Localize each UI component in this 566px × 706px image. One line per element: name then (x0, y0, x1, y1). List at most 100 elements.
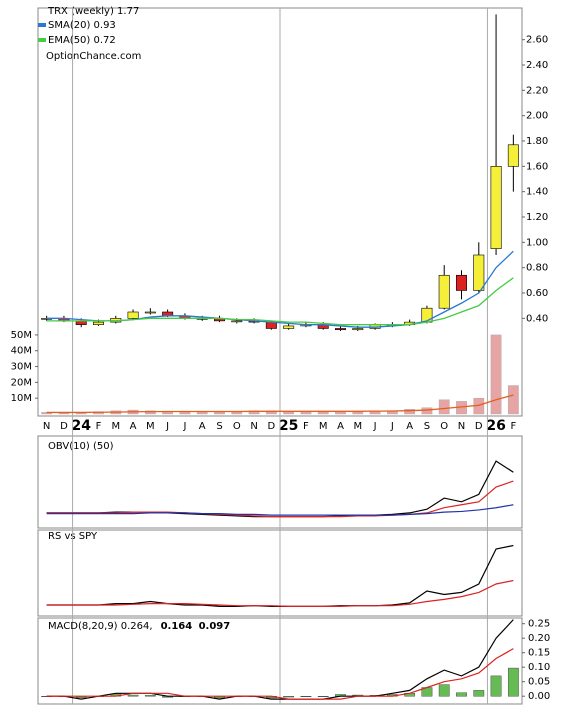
x-tick-label: N (43, 421, 50, 432)
x-tick-label: J (373, 421, 377, 432)
x-tick-label: S (216, 421, 222, 432)
volume-bar (317, 411, 329, 415)
x-tick-label: S (424, 421, 430, 432)
volume-bar (404, 409, 416, 415)
y-tick-label: 10M (11, 393, 32, 404)
y-tick-label: 1.60 (526, 161, 548, 172)
candle-body (265, 321, 277, 329)
volume-bar (300, 411, 312, 415)
y-tick-label: 2.00 (526, 111, 548, 122)
macd-histogram (283, 696, 295, 698)
x-tick-label: M (319, 421, 328, 432)
volume-bar (352, 411, 364, 415)
indicator-line (46, 480, 514, 518)
y-tick-label: 1.80 (526, 136, 548, 147)
x-tick-label: M (111, 421, 120, 432)
candle-body (127, 311, 139, 319)
macd-title: MACD(8,20,9) 0.264, (48, 621, 153, 632)
volume-bar (490, 334, 502, 415)
volume-bar (144, 410, 156, 415)
obv-title: OBV(10) (50) (48, 441, 114, 452)
macd-histogram (127, 694, 139, 697)
volume-bar (283, 411, 295, 415)
macd-histogram (144, 695, 156, 697)
source-label: OptionChance.com (46, 51, 141, 62)
macd-histogram (317, 696, 329, 697)
indicator-line (46, 277, 514, 326)
x-tick-label: A (199, 421, 206, 432)
volume-bar (438, 399, 450, 415)
y-tick-label: 0.20 (528, 633, 550, 644)
y-tick-label: 30M (11, 362, 32, 373)
candle-body (231, 320, 243, 323)
legend-swatch (38, 23, 46, 27)
x-tick-label: D (268, 421, 276, 432)
macd-line (46, 619, 514, 700)
y-tick-label: 0.25 (528, 619, 550, 630)
y-tick-label: 50M (11, 330, 32, 341)
macd-histogram (473, 690, 485, 697)
x-tick-label: N (250, 421, 257, 432)
x-tick-label: J (165, 421, 169, 432)
candle-body (490, 166, 502, 249)
x-tick-label: F (510, 421, 516, 432)
x-tick-label: F (96, 421, 102, 432)
x-tick-label: 26 (486, 418, 505, 434)
y-tick-label: 0.00 (528, 691, 550, 702)
x-tick-label: M (353, 421, 362, 432)
x-tick-label: A (130, 421, 137, 432)
y-tick-label: 2.60 (526, 35, 548, 46)
y-tick-label: 0.05 (528, 677, 550, 688)
x-tick-label: A (406, 421, 413, 432)
y-tick-label: 20M (11, 377, 32, 388)
legend-label: SMA(20) 0.93 (48, 20, 116, 31)
y-tick-label: 1.40 (526, 187, 548, 198)
y-tick-label: 40M (11, 346, 32, 357)
candle-body (352, 328, 364, 331)
x-tick-label: D (475, 421, 483, 432)
legend-label: EMA(50) 0.72 (48, 35, 116, 46)
macd-histogram (300, 696, 312, 697)
candle-body (283, 325, 295, 329)
candle-body (421, 307, 433, 323)
volume-bar (335, 411, 346, 415)
candle-body (456, 274, 467, 291)
hist-label: 0.097 (199, 621, 231, 632)
macd-histogram (438, 684, 450, 697)
y-tick-label: 0.10 (528, 662, 550, 673)
indicator-line (46, 579, 514, 607)
signal-line (46, 648, 514, 700)
x-tick-label: 24 (71, 418, 91, 434)
y-tick-label: 0.80 (526, 263, 548, 274)
x-tick-label: A (337, 421, 344, 432)
y-tick-label: 0.15 (528, 648, 550, 659)
y-tick-label: 0.60 (526, 288, 548, 299)
indicator-line (46, 504, 514, 516)
candle-body (335, 328, 346, 331)
volume-average (46, 394, 514, 414)
legend-swatch (38, 38, 46, 42)
signal-label: 0.164 (161, 621, 193, 632)
chart-title: TRX (weekly) 1.77 (47, 6, 139, 17)
candle-body (507, 144, 519, 167)
candle-body (144, 311, 156, 314)
x-tick-label: O (440, 421, 448, 432)
candle-body (473, 254, 485, 291)
volume-bar (507, 385, 519, 415)
x-tick-label: M (146, 421, 155, 432)
x-tick-label: J (182, 421, 186, 432)
y-tick-label: 1.00 (526, 237, 548, 248)
x-tick-label: F (303, 421, 309, 432)
candle-body (93, 321, 104, 325)
y-tick-label: 1.20 (526, 212, 548, 223)
x-tick-label: D (60, 421, 68, 432)
macd-histogram (456, 692, 467, 697)
y-tick-label: 0.40 (526, 313, 548, 324)
y-tick-label: 2.20 (526, 85, 548, 96)
macd-histogram (507, 667, 519, 697)
x-tick-label: O (233, 421, 241, 432)
x-tick-label: N (458, 421, 465, 432)
volume-bar (421, 407, 433, 415)
candle-body (438, 274, 450, 309)
